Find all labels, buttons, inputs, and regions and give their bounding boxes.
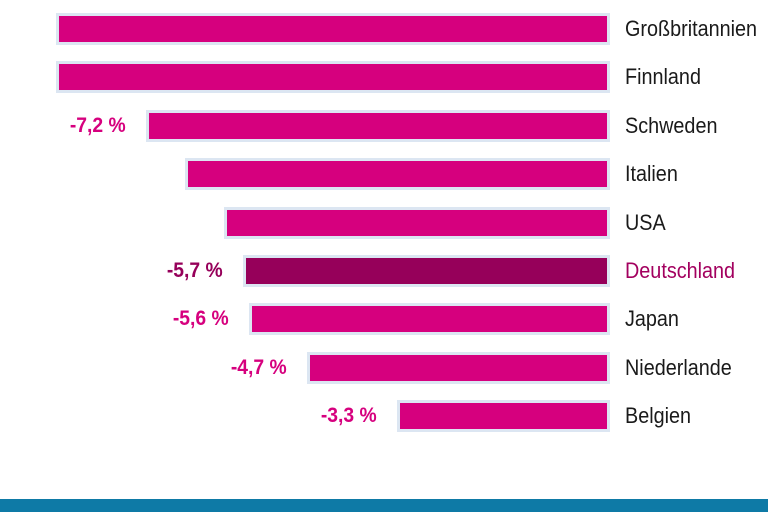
country-label: Belgien — [625, 403, 692, 428]
country-label: Italien — [625, 161, 678, 186]
bar-value-label: -5,7 % — [167, 259, 223, 282]
bar-row-7: -4,7 % Niederlande — [0, 352, 768, 384]
bar-1 — [56, 61, 610, 93]
bar-value-label: -3,3 % — [321, 404, 377, 427]
country-label: Niederlande — [625, 355, 732, 380]
bar-3 — [185, 158, 610, 190]
bar-value-label: -4,7 % — [231, 356, 287, 379]
bar-0 — [56, 13, 610, 45]
bar-row-0: Großbritannien — [0, 13, 768, 45]
bar-value-label: -5,6 % — [173, 307, 229, 330]
bar-5 — [243, 255, 610, 287]
bar-row-5: -5,7 % Deutschland — [0, 255, 768, 287]
bar-8 — [397, 400, 610, 432]
bar-7 — [307, 352, 610, 384]
country-label: Schweden — [625, 113, 718, 138]
country-label: USA — [625, 210, 666, 235]
bar-row-8: -3,3 % Belgien — [0, 400, 768, 432]
bar-row-4: USA — [0, 207, 768, 239]
bar-4 — [224, 207, 610, 239]
bar-row-3: Italien — [0, 158, 768, 190]
bar-row-6: -5,6 % Japan — [0, 303, 768, 335]
footer-accent-bar — [0, 499, 768, 512]
bar-value-label: -7,2 % — [70, 114, 126, 137]
bar-2 — [146, 110, 610, 142]
bar-6 — [249, 303, 610, 335]
country-label: Deutschland — [625, 258, 736, 283]
bar-row-1: Finnland — [0, 61, 768, 93]
country-label: Japan — [625, 306, 679, 331]
country-label: Großbritannien — [625, 16, 758, 41]
country-label: Finnland — [625, 64, 701, 89]
bar-row-2: -7,2 % Schweden — [0, 110, 768, 142]
